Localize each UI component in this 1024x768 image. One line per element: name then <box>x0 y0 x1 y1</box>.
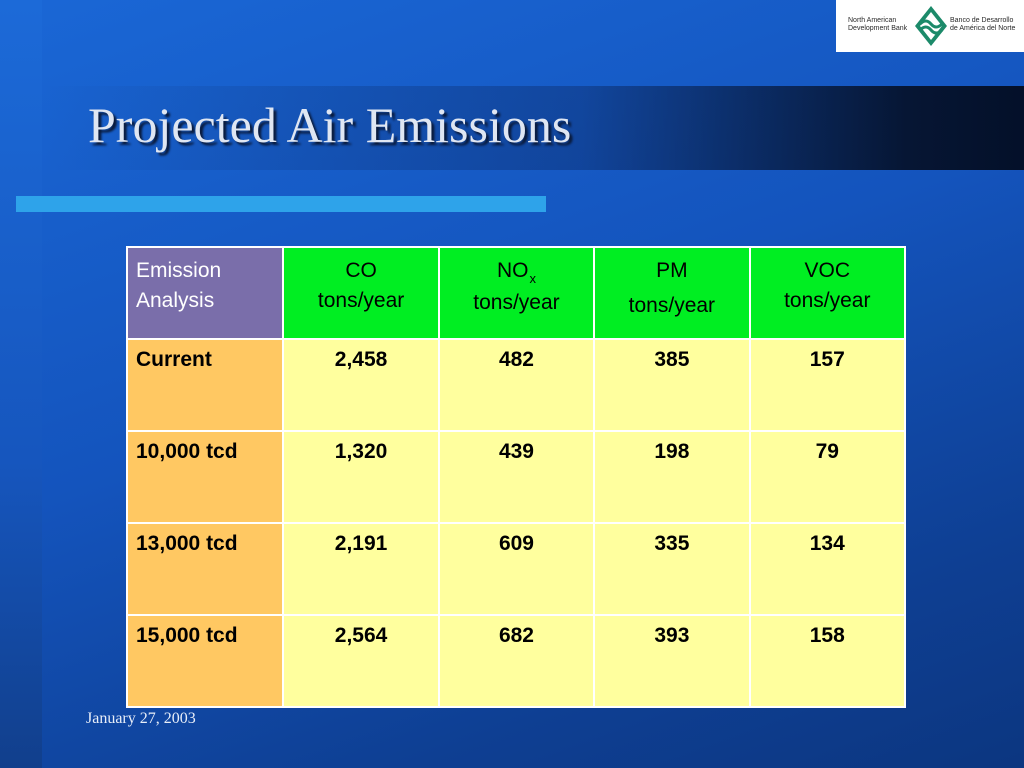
cell-pm: 393 <box>593 614 751 708</box>
table-row: 10,000 tcd 1,320 439 198 79 <box>125 430 907 524</box>
header-nox: NOx tons/year <box>437 246 596 340</box>
cell-nox: 609 <box>437 522 596 616</box>
header-nox-label: NOx <box>448 256 585 288</box>
cell-co: 2,191 <box>282 522 440 616</box>
logo-es-line2: de América del Norte <box>950 25 1016 32</box>
header-nox-main: NO <box>496 259 529 282</box>
header-nox-unit: tons/year <box>473 291 560 314</box>
logo-english-name: North American Development Bank <box>848 17 907 33</box>
slide-title: Projected Air Emissions <box>88 97 572 153</box>
logo-spanish-name: Banco de Desarrollo de América del Norte <box>950 17 1015 33</box>
header-voc-unit: tons/year <box>784 289 871 312</box>
cell-voc: 157 <box>748 338 907 432</box>
table-header-row: Emission Analysis CO tons/year NOx tons/… <box>125 246 907 340</box>
header-pm: PM tons/year <box>593 246 751 340</box>
logo-en-line2: Development Bank <box>848 25 908 32</box>
header-corner-line1: Emission <box>136 259 222 282</box>
cell-nox: 682 <box>437 614 596 708</box>
nadbank-diamond-icon <box>915 6 947 46</box>
title-background-band <box>42 86 1024 170</box>
header-co-unit: tons/year <box>317 289 405 312</box>
nadbank-logo: North American Development Bank Banco de… <box>836 0 1024 52</box>
cell-co: 2,564 <box>282 614 440 708</box>
header-voc-label: VOC <box>804 259 851 282</box>
header-nox-subscript: x <box>529 271 536 286</box>
cell-nox: 482 <box>437 338 596 432</box>
header-corner-line2: Analysis <box>136 289 215 312</box>
footer-date: January 27, 2003 <box>86 710 196 727</box>
cell-nox: 439 <box>437 430 596 524</box>
cell-voc: 134 <box>748 522 907 616</box>
header-pm-label: PM <box>656 259 688 282</box>
left-background-band <box>0 0 42 768</box>
cell-co: 2,458 <box>282 338 440 432</box>
logo-en-line1: North American <box>848 17 897 24</box>
cell-voc: 158 <box>748 614 907 708</box>
table-row: Current 2,458 482 385 157 <box>125 338 907 432</box>
cell-co: 1,320 <box>282 430 440 524</box>
cell-voc: 79 <box>748 430 907 524</box>
header-co-label: CO <box>345 259 377 282</box>
table-row: 13,000 tcd 2,191 609 335 134 <box>125 522 907 616</box>
emissions-table: Emission Analysis CO tons/year NOx tons/… <box>125 246 907 708</box>
header-emission-analysis: Emission Analysis <box>125 246 285 340</box>
header-voc: VOC tons/year <box>748 246 907 340</box>
title-underline-rule <box>16 196 546 212</box>
cell-pm: 335 <box>593 522 751 616</box>
header-pm-unit: tons/year <box>628 294 716 317</box>
row-label: 15,000 tcd <box>125 614 285 708</box>
cell-pm: 198 <box>593 430 751 524</box>
row-label: Current <box>125 338 285 432</box>
logo-es-line1: Banco de Desarrollo <box>950 17 1014 24</box>
row-label: 10,000 tcd <box>125 430 285 524</box>
cell-pm: 385 <box>593 338 751 432</box>
table-row: 15,000 tcd 2,564 682 393 158 <box>125 614 907 708</box>
header-co: CO tons/year <box>282 246 440 340</box>
row-label: 13,000 tcd <box>125 522 285 616</box>
